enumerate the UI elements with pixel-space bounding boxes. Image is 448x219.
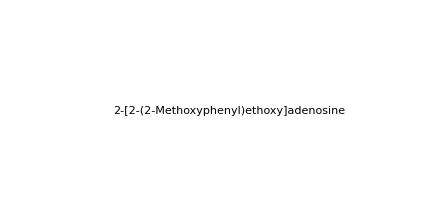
Text: 2-[2-(2-Methoxyphenyl)ethoxy]adenosine: 2-[2-(2-Methoxyphenyl)ethoxy]adenosine bbox=[113, 106, 346, 116]
